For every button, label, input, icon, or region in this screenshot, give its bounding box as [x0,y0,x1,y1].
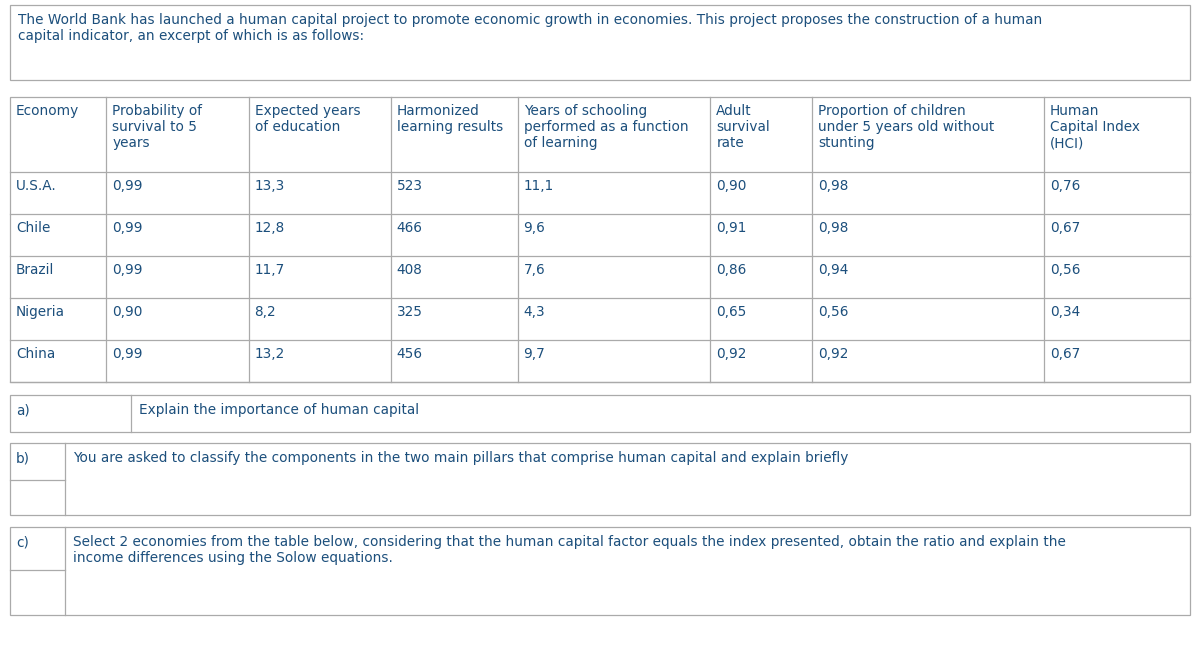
Text: Probability of
survival to 5
years: Probability of survival to 5 years [113,104,203,150]
Text: Select 2 economies from the table below, considering that the human capital fact: Select 2 economies from the table below,… [73,535,1066,565]
Text: 0,99: 0,99 [113,221,143,235]
Text: 0,90: 0,90 [113,305,143,319]
Text: 0,92: 0,92 [818,347,848,361]
Text: 7,6: 7,6 [523,263,545,277]
Text: 0,67: 0,67 [1050,221,1080,235]
Text: 0,86: 0,86 [716,263,746,277]
Text: 0,99: 0,99 [113,179,143,193]
Text: Nigeria: Nigeria [16,305,65,319]
Text: U.S.A.: U.S.A. [16,179,56,193]
Text: 0,56: 0,56 [1050,263,1080,277]
Text: 0,92: 0,92 [716,347,746,361]
Text: 13,2: 13,2 [254,347,284,361]
Text: 0,76: 0,76 [1050,179,1080,193]
Text: Brazil: Brazil [16,263,54,277]
Text: 8,2: 8,2 [254,305,276,319]
Text: 0,94: 0,94 [818,263,848,277]
Text: Explain the importance of human capital: Explain the importance of human capital [139,403,419,417]
Text: Harmonized
learning results: Harmonized learning results [397,104,503,134]
Text: c): c) [16,535,29,549]
Text: Human
Capital Index
(HCI): Human Capital Index (HCI) [1050,104,1140,150]
Bar [10,5,1190,80]
Text: Proportion of children
under 5 years old without
stunting: Proportion of children under 5 years old… [818,104,994,150]
Bar [10,97,1190,382]
Text: 0,99: 0,99 [113,347,143,361]
Text: 0,65: 0,65 [716,305,746,319]
Text: 0,91: 0,91 [716,221,746,235]
Text: 0,98: 0,98 [818,179,848,193]
Text: China: China [16,347,55,361]
Text: 4,3: 4,3 [523,305,545,319]
Text: 523: 523 [397,179,422,193]
Text: 0,56: 0,56 [818,305,848,319]
Text: 0,98: 0,98 [818,221,848,235]
Bar [10,527,1190,615]
Text: 12,8: 12,8 [254,221,284,235]
Bar [10,395,1190,432]
Text: 11,7: 11,7 [254,263,284,277]
Text: 13,3: 13,3 [254,179,284,193]
Text: Expected years
of education: Expected years of education [254,104,360,134]
Text: 456: 456 [397,347,422,361]
Text: 9,6: 9,6 [523,221,545,235]
Text: 0,90: 0,90 [716,179,746,193]
Text: Chile: Chile [16,221,50,235]
Text: 11,1: 11,1 [523,179,553,193]
Text: Years of schooling
performed as a function
of learning: Years of schooling performed as a functi… [523,104,688,150]
Text: You are asked to classify the components in the two main pillars that comprise h: You are asked to classify the components… [73,451,848,465]
Text: a): a) [16,403,30,417]
Text: 0,34: 0,34 [1050,305,1080,319]
Text: 408: 408 [397,263,422,277]
Text: b): b) [16,451,30,465]
Text: Adult
survival
rate: Adult survival rate [716,104,770,150]
Text: 0,99: 0,99 [113,263,143,277]
Text: 0,67: 0,67 [1050,347,1080,361]
Text: 325: 325 [397,305,422,319]
Text: 466: 466 [397,221,422,235]
Text: 9,7: 9,7 [523,347,545,361]
Text: The World Bank has launched a human capital project to promote economic growth i: The World Bank has launched a human capi… [18,13,1043,43]
Bar [10,443,1190,515]
Text: Economy: Economy [16,104,79,118]
